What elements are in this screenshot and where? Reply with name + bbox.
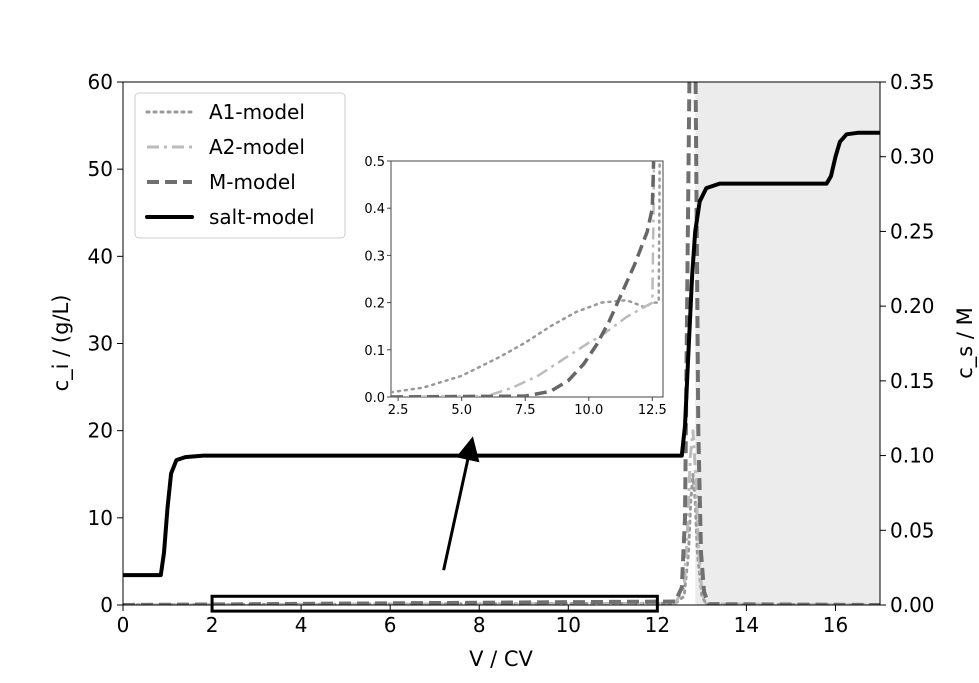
legend-label: salt-model <box>209 205 315 229</box>
inset-x-tick-label: 10.0 <box>574 403 603 418</box>
left-y-axis-label: c_i / (g/L) <box>49 295 74 392</box>
legend-label: A2-model <box>209 135 305 159</box>
legend-label: M-model <box>209 170 296 194</box>
x-axis-label: V / CV <box>469 647 533 671</box>
series-line-salt-model <box>123 130 880 578</box>
x-tick-label: 10 <box>556 613 581 637</box>
inset-x-tick-label: 2.5 <box>388 403 409 418</box>
series-line-M-model <box>123 82 880 605</box>
x-tick-label: 4 <box>295 613 308 637</box>
series-line-A2-model <box>123 429 880 605</box>
legend: A1-model A2-model M-model salt-model <box>134 92 346 239</box>
right-y-tick-label: 0.00 <box>890 593 935 617</box>
x-tick-label: 16 <box>823 613 848 637</box>
inset-y-tick-label: 0.5 <box>364 155 385 170</box>
left-y-tick-label: 60 <box>88 70 113 94</box>
inset-y-tick-label: 0.3 <box>364 249 385 264</box>
left-y-tick-label: 20 <box>88 419 113 443</box>
inset-series-line-A1-model <box>391 161 661 394</box>
x-tick-label: 6 <box>384 613 397 637</box>
x-tick-label: 12 <box>645 613 670 637</box>
inset-x-tick-label: 7.5 <box>515 403 536 418</box>
inset-x-tick-label: 12.5 <box>638 403 667 418</box>
inset-x-tick-label: 5.0 <box>451 403 472 418</box>
left-y-tick-label: 50 <box>88 157 113 181</box>
right-y-tick-label: 0.15 <box>890 369 935 393</box>
right-y-tick-label: 0.05 <box>890 518 935 542</box>
annotation-arrow <box>442 436 480 571</box>
left-y-tick-label: 10 <box>88 506 113 530</box>
inset-y-tick-label: 0.1 <box>364 344 385 359</box>
shaded-region <box>695 82 880 605</box>
right-y-tick-label: 0.30 <box>890 145 935 169</box>
right-y-tick-label: 0.35 <box>890 70 935 94</box>
inset-series-line-M-model <box>391 161 656 397</box>
inset-y-tick-label: 0.4 <box>364 202 385 217</box>
highlight-box <box>210 594 659 613</box>
inset-series-line-A2-model <box>391 161 656 397</box>
series-line-A1-model <box>123 472 880 605</box>
right-y-tick-label: 0.20 <box>890 294 935 318</box>
inset-y-tick-label: 0.0 <box>364 391 385 406</box>
x-tick-label: 2 <box>206 613 219 637</box>
legend-label: A1-model <box>209 100 305 124</box>
x-tick-label: 14 <box>734 613 759 637</box>
inset-plot: 2.5 5.0 7.5 10.0 12.5 0.0 0.1 0.2 0.3 0.4 0.5 <box>364 155 667 418</box>
x-tick-label: 8 <box>473 613 486 637</box>
inset-y-tick-label: 0.2 <box>364 297 385 312</box>
right-y-tick-label: 0.10 <box>890 444 935 468</box>
left-y-tick-label: 30 <box>88 332 113 356</box>
right-y-tick-label: 0.25 <box>890 219 935 243</box>
left-y-tick-label: 40 <box>88 244 113 268</box>
x-tick-label: 0 <box>117 613 130 637</box>
left-y-tick-label: 0 <box>100 593 113 617</box>
right-y-axis-label: c_s / M <box>953 307 978 379</box>
